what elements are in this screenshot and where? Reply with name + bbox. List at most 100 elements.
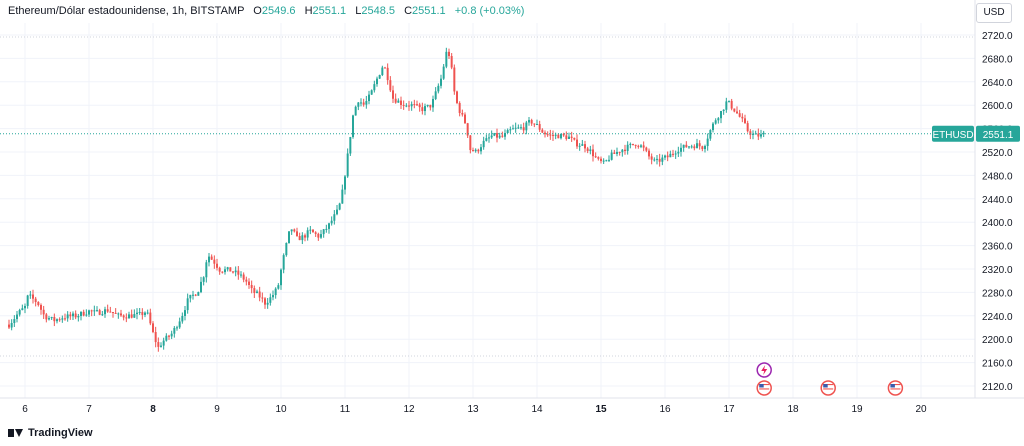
candle: [96, 306, 98, 312]
candle: [594, 152, 597, 159]
ticker-badge: [932, 125, 974, 142]
x-tick-label: 16: [659, 404, 671, 415]
candle: [421, 102, 424, 115]
candle: [157, 337, 160, 352]
candle: [221, 271, 224, 274]
candle: [717, 117, 720, 124]
candle: [90, 309, 93, 317]
candle: [368, 90, 370, 105]
candle: [258, 286, 261, 302]
axes[interactable]: 2720.02680.02640.02600.02560.02520.02480…: [0, 0, 1024, 415]
candle: [325, 224, 328, 233]
candle: [722, 109, 725, 115]
candle: [549, 129, 552, 140]
tradingview-branding[interactable]: TradingView: [8, 427, 93, 439]
candle: [434, 87, 437, 101]
candle: [184, 306, 186, 321]
candle: [226, 266, 229, 272]
candle: [394, 93, 397, 104]
y-tick-label: 2600.0: [982, 101, 1013, 112]
candle: [210, 254, 213, 260]
candle: [317, 232, 320, 241]
candle: [253, 285, 256, 298]
currency-button[interactable]: USD: [976, 3, 1012, 23]
y-tick-label: 2200.0: [982, 335, 1013, 346]
candle: [266, 297, 269, 309]
candle: [277, 283, 280, 290]
candle: [426, 104, 429, 108]
candle: [512, 124, 514, 130]
us-flag-icon[interactable]: [887, 380, 904, 396]
candle: [346, 148, 349, 178]
candle: [648, 148, 650, 160]
candle: [661, 154, 664, 166]
candle: [741, 113, 744, 123]
candle: [328, 222, 330, 234]
candle: [378, 74, 381, 80]
candle: [642, 141, 645, 152]
candle: [130, 309, 133, 319]
candle: [674, 150, 677, 159]
x-tick-label: 13: [467, 404, 479, 415]
candle: [509, 126, 512, 134]
candle: [178, 317, 181, 329]
us-flag-icon[interactable]: [820, 380, 836, 396]
event-markers[interactable]: [756, 362, 904, 396]
candle: [176, 325, 178, 331]
y-tick-label: 2320.0: [982, 265, 1013, 276]
candle: [578, 143, 581, 151]
candle: [725, 97, 728, 113]
x-tick-label: 9: [214, 404, 220, 415]
grid: [0, 23, 975, 398]
candle: [413, 99, 416, 109]
candle: [138, 307, 141, 315]
candle: [624, 144, 626, 155]
candle: [528, 117, 530, 126]
y-tick-label: 2480.0: [982, 171, 1013, 182]
candle: [530, 118, 533, 126]
candle: [32, 289, 34, 304]
candle: [192, 290, 194, 300]
close-label: C: [404, 5, 413, 17]
last-price-badge: [976, 125, 1020, 142]
candle: [450, 53, 453, 70]
candle: [269, 293, 272, 306]
candle: [757, 128, 760, 141]
candle: [146, 309, 149, 315]
candle: [565, 131, 568, 141]
candle: [514, 122, 517, 133]
candle: [445, 47, 448, 69]
candle: [480, 143, 482, 155]
candle: [98, 308, 101, 316]
symbol-description[interactable]: Ethereum/Dólar estadounidense, 1h, BITST…: [8, 5, 245, 17]
candle: [261, 292, 264, 303]
candle: [250, 280, 253, 294]
candle: [498, 132, 501, 139]
candle: [186, 293, 189, 314]
candle: [493, 132, 496, 137]
chart-legend: Ethereum/Dólar estadounidense, 1h, BITST…: [8, 5, 524, 17]
candle: [573, 137, 576, 141]
candle: [442, 64, 445, 80]
lightning-icon[interactable]: [756, 362, 772, 378]
candle: [488, 133, 490, 143]
candle: [53, 313, 56, 327]
candle: [13, 315, 16, 327]
candle: [682, 144, 685, 152]
candle: [216, 258, 218, 271]
candle: [144, 311, 146, 318]
candle: [242, 272, 245, 283]
candle: [418, 102, 421, 112]
candle: [448, 48, 450, 59]
candle: [696, 138, 698, 149]
candle: [690, 144, 693, 149]
candle: [405, 103, 408, 108]
tradingview-brand-text: TradingView: [28, 427, 93, 439]
candle: [429, 104, 432, 111]
candle: [656, 154, 658, 165]
candle: [610, 149, 613, 161]
us-flag-icon[interactable]: [756, 380, 772, 396]
candle: [74, 310, 77, 320]
